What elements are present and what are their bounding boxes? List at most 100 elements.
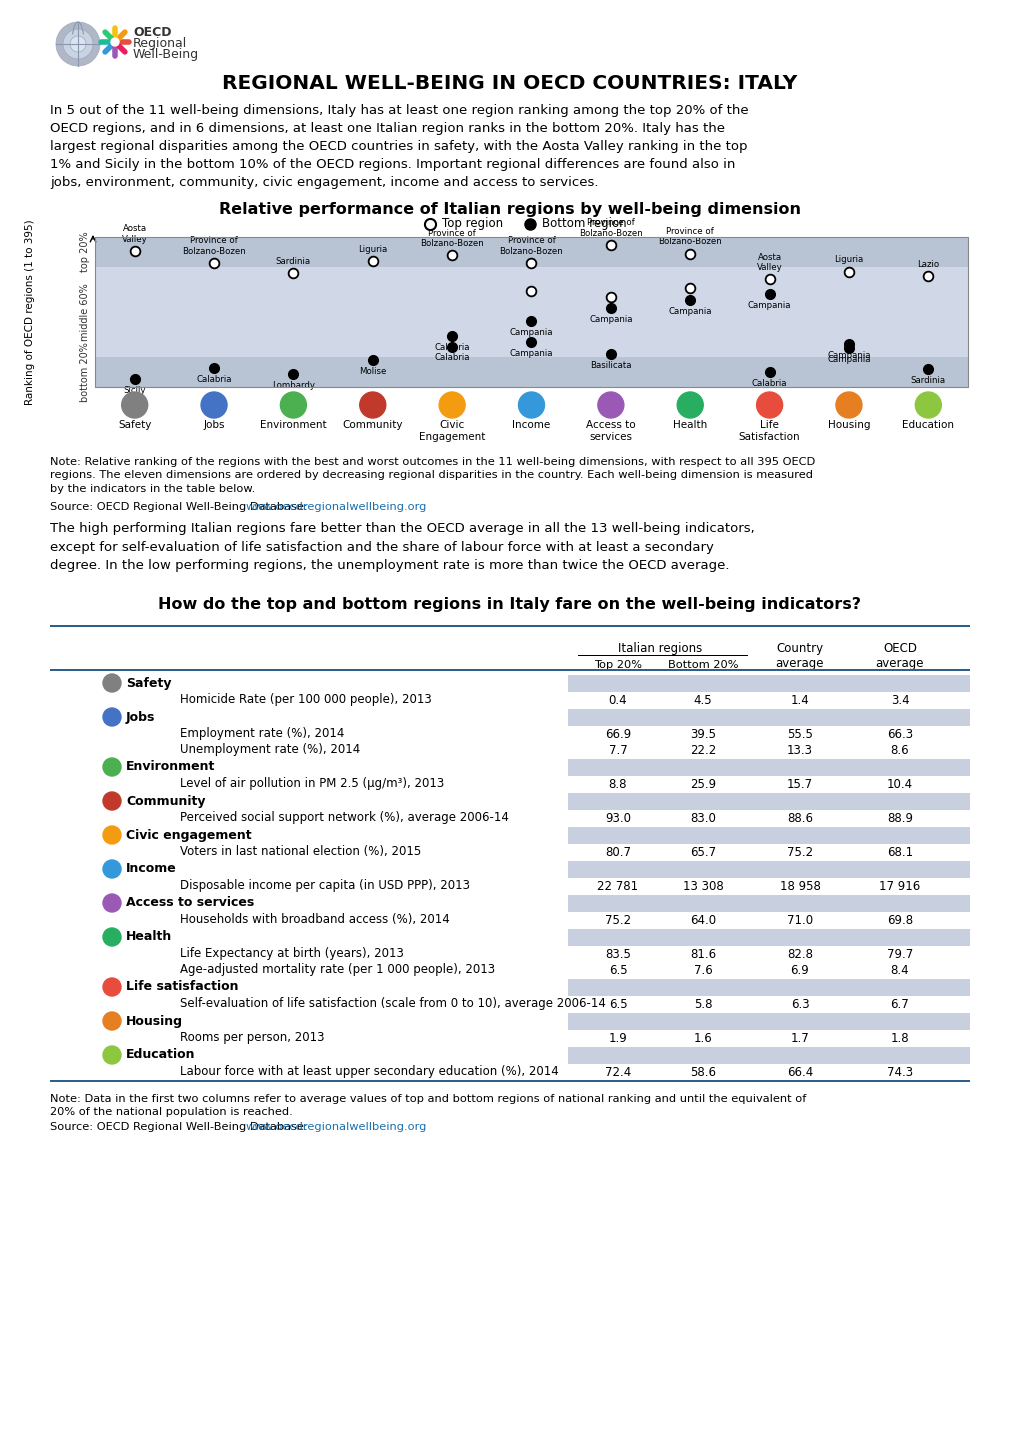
Text: Civic engagement: Civic engagement <box>126 829 252 842</box>
Text: Community: Community <box>342 420 403 430</box>
Text: Life Expectancy at birth (years), 2013: Life Expectancy at birth (years), 2013 <box>179 947 404 960</box>
Text: Basilicata: Basilicata <box>590 360 631 371</box>
Text: 18 958: 18 958 <box>779 880 819 893</box>
Bar <box>568 709 757 725</box>
Text: 8.6: 8.6 <box>890 744 908 757</box>
Text: Well-Being: Well-Being <box>132 48 199 61</box>
Text: Self-evaluation of life satisfaction (scale from 0 to 10), average 2006-14: Self-evaluation of life satisfaction (sc… <box>179 998 605 1011</box>
Text: 20% of the national population is reached.: 20% of the national population is reache… <box>50 1107 292 1118</box>
Text: Perceived social support network (%), average 2006-14: Perceived social support network (%), av… <box>179 812 508 825</box>
Bar <box>568 895 757 911</box>
Bar <box>568 1047 757 1064</box>
Circle shape <box>439 392 465 418</box>
Circle shape <box>63 29 93 59</box>
Text: 83.0: 83.0 <box>690 812 715 825</box>
Bar <box>749 929 969 946</box>
Circle shape <box>836 392 861 418</box>
Text: Access to services: Access to services <box>126 897 254 910</box>
Text: Campania: Campania <box>826 355 870 363</box>
Bar <box>568 861 757 878</box>
Bar <box>568 929 757 946</box>
Text: 1.8: 1.8 <box>890 1031 908 1044</box>
Circle shape <box>103 978 121 996</box>
Circle shape <box>103 792 121 810</box>
Text: Country
average: Country average <box>775 642 823 671</box>
Text: Calabria: Calabria <box>751 379 787 388</box>
Text: 17 916: 17 916 <box>878 880 920 893</box>
Text: Province of
Bolzano-Bozen: Province of Bolzano-Bozen <box>182 236 246 255</box>
Text: Liguria: Liguria <box>834 255 863 264</box>
Text: degree. In the low performing regions, the unemployment rate is more than twice : degree. In the low performing regions, t… <box>50 559 729 572</box>
Text: Italian regions: Italian regions <box>618 642 702 655</box>
Text: Province of
Bolzano-Bozen: Province of Bolzano-Bozen <box>420 229 484 248</box>
Bar <box>749 709 969 725</box>
Circle shape <box>121 392 148 418</box>
Text: OECD: OECD <box>132 26 171 39</box>
Text: Sicily: Sicily <box>123 386 146 395</box>
Text: 80.7: 80.7 <box>604 845 631 858</box>
Text: 8.4: 8.4 <box>890 963 908 976</box>
Circle shape <box>518 392 544 418</box>
Text: Health: Health <box>673 420 706 430</box>
Text: Ranking of OECD regions (1 to 395): Ranking of OECD regions (1 to 395) <box>25 219 35 405</box>
Text: Campania: Campania <box>747 301 791 310</box>
Bar <box>749 1047 969 1064</box>
Text: 13 308: 13 308 <box>682 880 722 893</box>
Bar <box>95 267 967 358</box>
Text: 1.9: 1.9 <box>608 1031 627 1044</box>
Text: Rooms per person, 2013: Rooms per person, 2013 <box>179 1031 324 1044</box>
Text: Aosta
Valley: Aosta Valley <box>756 252 782 273</box>
Text: Unemployment rate (%), 2014: Unemployment rate (%), 2014 <box>179 744 360 757</box>
Circle shape <box>103 826 121 844</box>
Bar <box>95 236 967 386</box>
Text: 6.7: 6.7 <box>890 998 909 1011</box>
Circle shape <box>103 1045 121 1064</box>
Text: Sardinia: Sardinia <box>275 257 311 265</box>
Text: 66.9: 66.9 <box>604 728 631 741</box>
Text: Disposable income per capita (in USD PPP), 2013: Disposable income per capita (in USD PPP… <box>179 880 470 893</box>
Text: 69.8: 69.8 <box>887 913 912 927</box>
Bar <box>95 358 967 386</box>
Text: Sardinia: Sardinia <box>910 376 945 385</box>
Text: 1.7: 1.7 <box>790 1031 809 1044</box>
Text: 15.7: 15.7 <box>787 777 812 790</box>
Bar <box>749 1012 969 1030</box>
Text: Top 20%: Top 20% <box>593 660 641 671</box>
Text: Community: Community <box>126 795 205 808</box>
Text: Campania: Campania <box>667 307 711 316</box>
Bar <box>568 793 757 810</box>
Circle shape <box>280 392 306 418</box>
Circle shape <box>201 392 227 418</box>
Circle shape <box>360 392 385 418</box>
Text: Top region: Top region <box>441 218 502 231</box>
Text: Campania: Campania <box>826 350 870 359</box>
Text: 6.9: 6.9 <box>790 963 809 976</box>
Text: 79.7: 79.7 <box>886 947 912 960</box>
Text: 39.5: 39.5 <box>689 728 715 741</box>
Text: Campania: Campania <box>589 314 632 323</box>
Circle shape <box>103 929 121 946</box>
Text: Age-adjusted mortality rate (per 1 000 people), 2013: Age-adjusted mortality rate (per 1 000 p… <box>179 963 494 976</box>
Circle shape <box>914 392 941 418</box>
Text: Environment: Environment <box>126 760 215 773</box>
Text: 1% and Sicily in the bottom 10% of the OECD regions. Important regional differen: 1% and Sicily in the bottom 10% of the O… <box>50 159 735 172</box>
Text: top 20%: top 20% <box>79 232 90 273</box>
Circle shape <box>111 37 119 46</box>
Text: Labour force with at least upper secondary education (%), 2014: Labour force with at least upper seconda… <box>179 1066 558 1079</box>
Bar <box>749 979 969 996</box>
Text: Housing: Housing <box>126 1015 182 1028</box>
Text: 83.5: 83.5 <box>604 947 631 960</box>
Text: 58.6: 58.6 <box>689 1066 715 1079</box>
Text: Jobs: Jobs <box>203 420 224 430</box>
Text: Bottom region: Bottom region <box>541 218 626 231</box>
Bar <box>568 1012 757 1030</box>
Bar <box>568 979 757 996</box>
Text: Relative performance of Italian regions by well-being dimension: Relative performance of Italian regions … <box>219 202 800 216</box>
Bar <box>749 793 969 810</box>
Circle shape <box>103 708 121 725</box>
Text: Calabria: Calabria <box>196 375 231 384</box>
Text: 72.4: 72.4 <box>604 1066 631 1079</box>
Text: REGIONAL WELL-BEING IN OECD COUNTRIES: ITALY: REGIONAL WELL-BEING IN OECD COUNTRIES: I… <box>222 74 797 92</box>
Circle shape <box>56 22 100 66</box>
Text: 88.6: 88.6 <box>787 812 812 825</box>
